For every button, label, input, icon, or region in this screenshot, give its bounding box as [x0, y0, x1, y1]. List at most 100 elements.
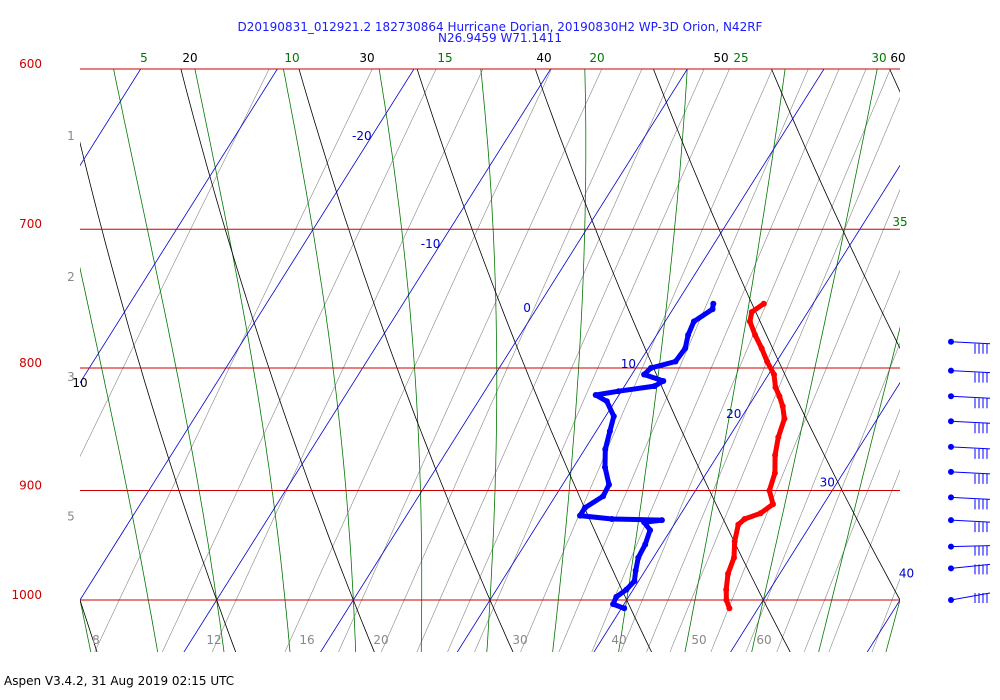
wind-barb-staff — [950, 420, 991, 424]
isotherm — [593, 164, 900, 652]
dewpoint-point — [709, 306, 716, 313]
temperature-point — [770, 501, 776, 508]
mixing-ratio-line — [646, 69, 891, 652]
isotherm-label: -20 — [352, 129, 372, 143]
height-label: 5 — [67, 510, 75, 524]
mixing-ratio-line — [745, 269, 900, 652]
temperature-point — [731, 554, 737, 561]
dry-adiabat-label: 20 — [182, 51, 197, 65]
temperature-point — [748, 309, 755, 315]
footer-version: Aspen V3.4.2, 31 Aug 2019 02:15 UTC — [4, 674, 235, 688]
wind-barb-staff — [950, 471, 991, 475]
moist-adiabat — [378, 69, 423, 652]
isobars: 600 700 800 900 1000 — [11, 57, 900, 602]
moist-adiabat — [552, 69, 587, 652]
dewpoint-point — [600, 493, 607, 500]
temperature-trace — [723, 300, 788, 612]
temperature-point — [752, 332, 759, 338]
mixing-ratio-line — [591, 69, 840, 652]
isotherm — [80, 69, 142, 167]
moist-adiabat — [80, 266, 159, 652]
moist-adiabat — [80, 598, 92, 652]
isotherm — [80, 69, 415, 601]
dewpoint-point — [635, 554, 642, 561]
pressure-label: 700 — [19, 217, 42, 231]
mixing-ratio-label: 30 — [512, 633, 527, 647]
dewpoint-point — [631, 578, 638, 585]
wind-barbs — [948, 338, 991, 603]
moist-adiabat-label: 25 — [733, 51, 748, 65]
dry-adiabat-label: 40 — [536, 51, 551, 65]
moist-adiabat — [113, 69, 225, 652]
dry-adiabat-label: 30 — [359, 51, 374, 65]
dry-adiabat — [534, 69, 791, 652]
chart-subtitle: N26.9459 W71.1411 — [438, 31, 562, 45]
temperature-point — [781, 415, 788, 422]
dewpoint-point — [642, 541, 649, 548]
pressure-label: 1000 — [11, 588, 42, 602]
temperature-point — [771, 371, 777, 378]
mixing-ratio-line — [620, 69, 867, 652]
dewpoint-point — [632, 567, 639, 574]
moist-adiabat-label: 10 — [284, 51, 299, 65]
mixing-ratio-lines — [80, 69, 900, 652]
dewpoint-point — [621, 605, 628, 612]
mixing-ratio-label: 40 — [611, 633, 626, 647]
temperature-point — [731, 538, 738, 545]
temperature-point — [776, 393, 783, 400]
pressure-label: 900 — [19, 478, 42, 492]
dry-adiabat — [80, 141, 237, 652]
mixing-ratio-line — [558, 69, 809, 652]
mixing-ratio-line — [416, 69, 676, 652]
mixing-ratio-line — [871, 578, 900, 652]
dewpoint-point — [660, 378, 667, 384]
dewpoint-point — [602, 446, 609, 453]
mixing-ratio-line — [338, 69, 603, 652]
mixing-ratio-line — [803, 408, 900, 652]
temperature-point — [779, 403, 786, 410]
dewpoint-point — [610, 601, 617, 608]
dewpoint-point — [606, 428, 613, 435]
dewpoint-point — [672, 358, 679, 365]
moist-adiabat-label: 5 — [140, 51, 148, 65]
isotherm — [0, 0, 49, 661]
dewpoint-point — [685, 332, 692, 338]
moist-adiabat — [618, 69, 688, 652]
isotherm — [866, 599, 900, 652]
temperature-point — [723, 597, 730, 603]
mixing-ratio-label: 8 — [92, 633, 100, 647]
wind-barb-staff — [950, 370, 991, 374]
moist-adiabat-label: 20 — [589, 51, 604, 65]
moist-adiabat — [751, 69, 878, 652]
isotherm — [183, 69, 552, 652]
mixing-ratio-line — [447, 69, 705, 652]
dry-adiabat — [416, 69, 652, 652]
dewpoint-point — [623, 586, 630, 593]
dewpoint-point — [610, 413, 617, 420]
dry-adiabat — [180, 69, 375, 652]
mixing-ratio-line — [161, 69, 437, 652]
isotherm-label: 40 — [899, 567, 914, 581]
isotherm-label: 0 — [523, 301, 531, 315]
moist-adiabats — [80, 69, 900, 652]
mixing-ratio-label: 20 — [373, 633, 388, 647]
mixing-ratio-line — [474, 69, 730, 652]
mixing-ratio-line — [776, 342, 900, 652]
moist-adiabat-label: 15 — [437, 51, 452, 65]
dewpoint-point — [615, 388, 622, 395]
mixing-ratio-label: 12 — [206, 633, 221, 647]
height-label: 1 — [67, 129, 75, 143]
dewpoint-point — [582, 504, 588, 511]
dewpoint-point — [641, 371, 648, 378]
isotherm — [456, 69, 825, 652]
temperature-point — [772, 452, 779, 459]
isotherm — [320, 69, 688, 652]
dry-adiabat — [652, 69, 900, 601]
dewpoint-point — [682, 345, 689, 352]
temperature-point — [726, 605, 733, 612]
temperature-point — [741, 516, 748, 522]
mixing-ratio-line — [80, 69, 270, 458]
moist-adiabat — [480, 69, 498, 652]
dewpoint-point — [592, 392, 599, 398]
